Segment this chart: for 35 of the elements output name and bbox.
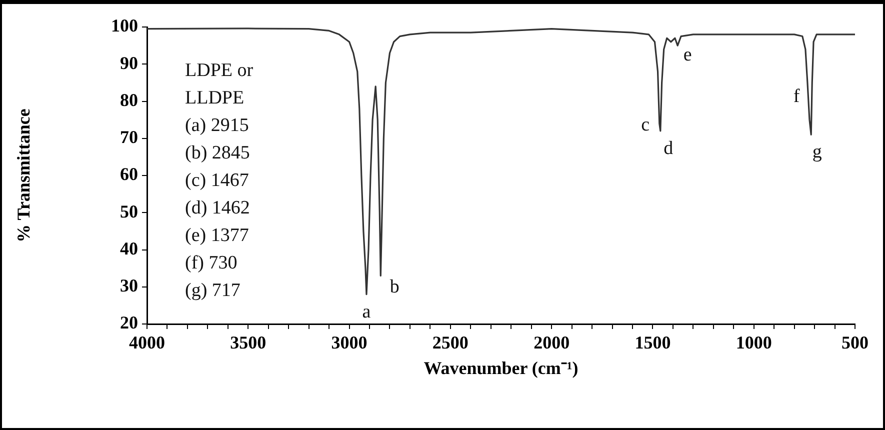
- y-tick-label: 70: [120, 127, 138, 148]
- annotation: (e) 1377: [185, 224, 249, 246]
- y-tick-label: 50: [120, 201, 138, 222]
- y-tick-label: 100: [111, 16, 138, 36]
- x-tick-label: 3000: [331, 332, 368, 352]
- x-tick-label: 2500: [432, 332, 468, 352]
- annotation: f: [793, 86, 800, 108]
- y-tick-label: 60: [120, 164, 138, 184]
- annotation: (b) 2845: [185, 142, 250, 164]
- annotation: (c) 1467: [185, 170, 249, 191]
- y-tick-label: 80: [120, 90, 138, 110]
- x-tick-label: 2000: [534, 332, 570, 352]
- x-axis-title: Wavenumber (cm⁻¹): [424, 358, 578, 378]
- x-tick-label: 4000: [129, 332, 165, 352]
- annotation: b: [390, 276, 400, 298]
- annotation: LDPE or: [185, 60, 254, 81]
- annotation: a: [362, 301, 372, 322]
- annotation: (d) 1462: [185, 197, 250, 218]
- x-tick-label: 1500: [634, 332, 671, 352]
- annotation: (g) 717: [185, 280, 240, 301]
- y-tick-label: 20: [120, 312, 138, 333]
- y-tick-label: 30: [120, 276, 138, 296]
- annotation: (f) 730: [185, 252, 238, 274]
- annotation: d: [664, 138, 674, 159]
- annotation: (a) 2915: [185, 114, 249, 136]
- annotation: c: [641, 114, 650, 136]
- y-tick-label: 40: [120, 238, 138, 258]
- x-tick-label: 3500: [230, 332, 266, 352]
- y-axis-title: % Transmittance: [13, 108, 34, 242]
- x-tick-label: 500: [842, 332, 868, 352]
- y-tick-label: 90: [120, 52, 138, 73]
- annotation: g: [812, 142, 822, 163]
- annotation: e: [683, 44, 692, 66]
- annotation: LLDPE: [185, 87, 244, 108]
- x-tick-label: 1000: [736, 332, 772, 352]
